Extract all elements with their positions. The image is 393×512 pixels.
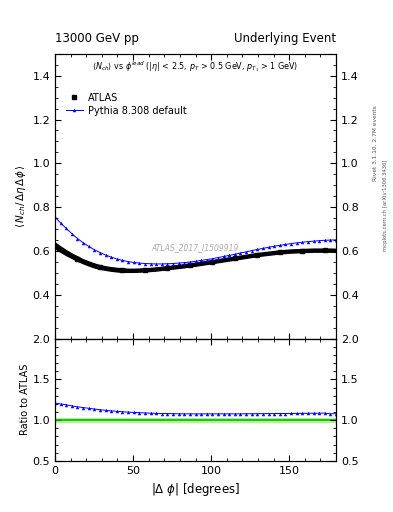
ATLAS: [322, 247, 327, 253]
Y-axis label: Ratio to ATLAS: Ratio to ATLAS: [20, 364, 29, 435]
ATLAS: [143, 267, 147, 273]
ATLAS: [255, 251, 260, 258]
Pythia 8.308 default: [137, 260, 142, 266]
ATLAS: [53, 243, 57, 249]
ATLAS: [210, 259, 215, 265]
Y-axis label: $\langle\,N_{ch}/\,\Delta\eta\,\Delta\phi\,\rangle$: $\langle\,N_{ch}/\,\Delta\eta\,\Delta\ph…: [14, 164, 28, 228]
ATLAS: [120, 267, 125, 273]
Pythia 8.308 default: [328, 237, 333, 243]
ATLAS: [233, 255, 237, 261]
X-axis label: $|\Delta\ \phi|$ [degrees]: $|\Delta\ \phi|$ [degrees]: [151, 481, 240, 498]
Text: mcplots.cern.ch [arXiv:1306.3436]: mcplots.cern.ch [arXiv:1306.3436]: [384, 159, 388, 250]
Pythia 8.308 default: [53, 214, 57, 220]
Text: Underlying Event: Underlying Event: [234, 32, 336, 45]
ATLAS: [97, 264, 102, 270]
Line: ATLAS: ATLAS: [53, 243, 327, 272]
Pythia 8.308 default: [143, 261, 147, 267]
Pythia 8.308 default: [334, 237, 338, 243]
Line: Pythia 8.308 default: Pythia 8.308 default: [53, 216, 338, 266]
Text: 13000 GeV pp: 13000 GeV pp: [55, 32, 139, 45]
Pythia 8.308 default: [261, 245, 265, 251]
ATLAS: [277, 249, 282, 255]
ATLAS: [187, 262, 192, 268]
Text: ATLAS_2017_I1509919: ATLAS_2017_I1509919: [152, 243, 239, 252]
Bar: [55, 418, 336, 422]
ATLAS: [165, 265, 170, 271]
Text: Rivet 3.1.10, 2.7M events: Rivet 3.1.10, 2.7M events: [373, 105, 378, 181]
ATLAS: [300, 247, 305, 253]
Pythia 8.308 default: [244, 249, 248, 255]
Pythia 8.308 default: [114, 256, 119, 262]
Pythia 8.308 default: [154, 261, 158, 267]
ATLAS: [75, 255, 80, 262]
Legend: ATLAS, Pythia 8.308 default: ATLAS, Pythia 8.308 default: [66, 93, 187, 116]
Text: $\langle N_{ch}\rangle$ vs $\phi^{lead}$ ($|\eta|$ < 2.5, $p_T$ > 0.5 GeV, $p_{T: $\langle N_{ch}\rangle$ vs $\phi^{lead}$…: [92, 59, 298, 74]
